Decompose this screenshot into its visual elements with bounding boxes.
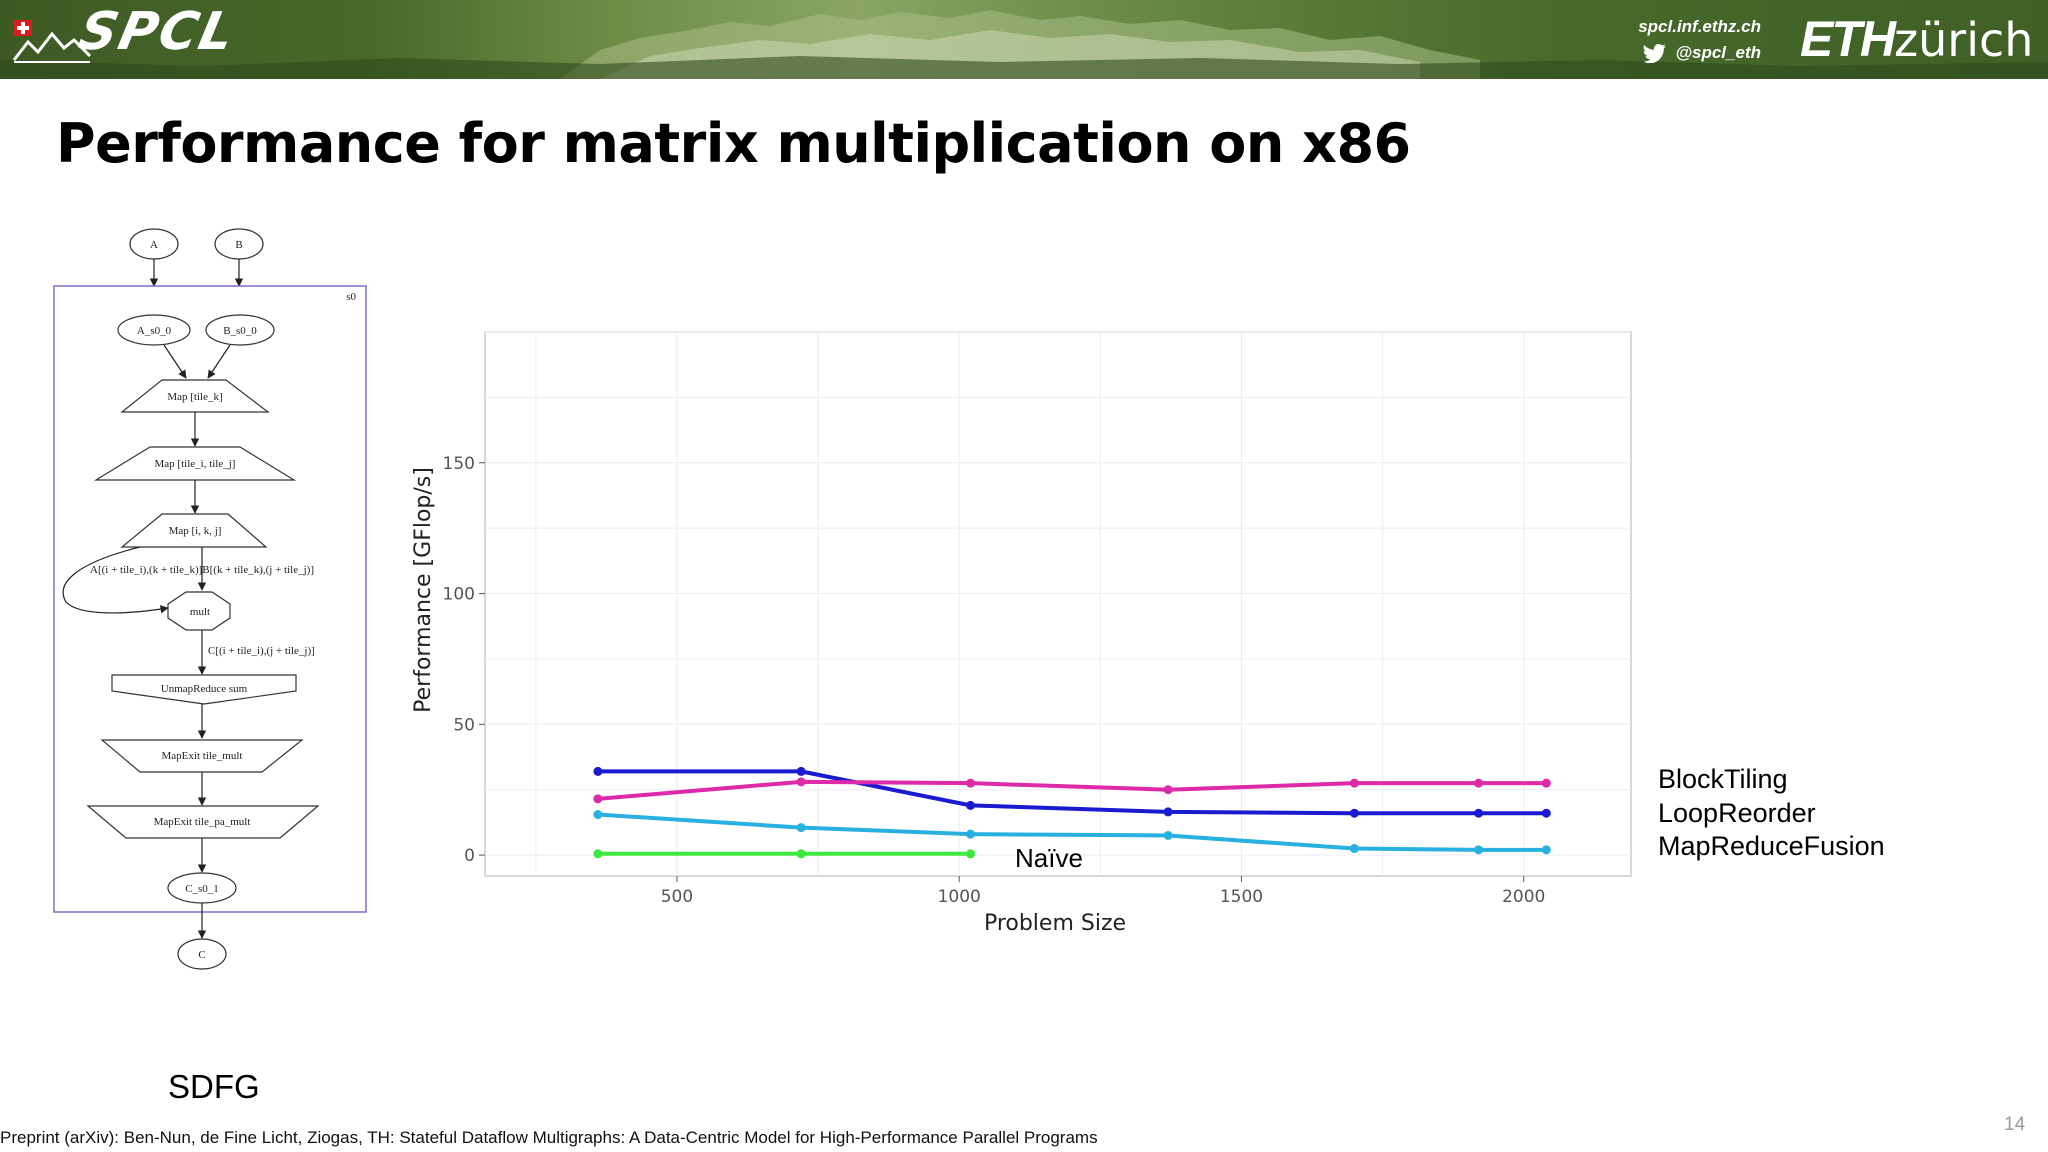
output-node-c — [177, 938, 227, 970]
naive-series-label: Naïve — [1015, 843, 1083, 873]
map-entry-ikj-label: Map [i, k, j] — [169, 525, 222, 537]
map-entry-ikj — [120, 513, 268, 548]
state-name: s0 — [346, 291, 356, 303]
input-node-b-label: B — [235, 239, 242, 251]
output-node-c-label: C — [198, 949, 205, 961]
access-node-b — [205, 314, 275, 346]
y-axis-label: Performance [GFlop/s] — [411, 467, 436, 713]
eth-zurich-logo: ETHzürich — [1800, 14, 2033, 64]
sdfg-caption: SDFG — [168, 1068, 260, 1105]
data-point-loopreorder — [1163, 785, 1173, 795]
input-node-a-label: A — [150, 239, 158, 251]
memlet-out-label: C[(i + tile_i),(j + tile_j)] — [208, 645, 315, 657]
y-tick-label: 150 — [443, 454, 475, 474]
map-exit-tile-pa-mult-label: MapExit tile_pa_mult — [154, 816, 251, 828]
map-entry-tile-ij — [93, 446, 297, 481]
access-node-b-label: B_s0_0 — [223, 325, 257, 337]
legend-loopreorder: LoopReorder — [1658, 798, 1816, 828]
axis-ticks: 500 1000 1500 2000 0 50 100 150 — [443, 454, 1546, 907]
footer-citation: Preprint (arXiv): Ben-Nun, de Fine Licht… — [0, 1128, 1098, 1147]
legend-blocktiling: BlockTiling — [1658, 764, 1788, 794]
data-point-blocktiling — [965, 800, 975, 810]
data-point-mapreducefusion — [593, 810, 603, 820]
page-number: 14 — [2004, 1114, 2026, 1135]
data-point-loopreorder — [1541, 778, 1551, 788]
sdfg-state-box — [53, 285, 367, 913]
data-point-nave — [965, 849, 975, 859]
x-tick-label: 1500 — [1220, 887, 1263, 907]
x-tick-label: 2000 — [1502, 887, 1545, 907]
access-node-a-label: A_s0_0 — [137, 325, 172, 337]
tasklet-mult — [167, 591, 231, 631]
eth-logo-bold: ETH — [1800, 11, 1896, 67]
map-exit-tile-mult — [100, 739, 304, 773]
header-banner: SPCL spcl.inf.ethz.ch @spcl_eth ETHzüric… — [0, 0, 2048, 79]
map-exit-unmapreduce-label: UnmapReduce sum — [161, 683, 248, 695]
spcl-logo-icon — [12, 20, 92, 63]
data-point-loopreorder — [796, 777, 806, 787]
data-point-nave — [796, 849, 806, 859]
y-tick-label: 0 — [464, 846, 475, 866]
map-exit-tile-mult-label: MapExit tile_mult — [162, 750, 243, 762]
map-exit-tile-pa-mult — [86, 805, 320, 839]
x-tick-label: 1000 — [938, 887, 981, 907]
data-point-mapreducefusion — [1474, 845, 1484, 855]
map-entry-tile-ij-label: Map [tile_i, tile_j] — [155, 458, 236, 470]
data-point-blocktiling — [1474, 808, 1484, 818]
sdfg-diagram: A B s0 A_s0_0 B_s0_0 Map [tile_k] Map [t… — [53, 228, 367, 970]
data-point-loopreorder — [1349, 778, 1359, 788]
y-tick-label: 100 — [443, 585, 475, 605]
tasklet-mult-label: mult — [190, 606, 210, 618]
data-point-nave — [593, 849, 603, 859]
data-point-mapreducefusion — [1541, 845, 1551, 855]
data-point-blocktiling — [1163, 807, 1173, 817]
y-tick-label: 50 — [453, 715, 475, 735]
data-point-mapreducefusion — [796, 823, 806, 833]
data-point-blocktiling — [1541, 808, 1551, 818]
performance-chart: 500 1000 1500 2000 0 50 100 150 Problem Size Pe… — [411, 331, 1632, 936]
data-point-blocktiling — [1349, 808, 1359, 818]
x-axis-label: Problem Size — [984, 911, 1126, 936]
data-point-mapreducefusion — [1163, 830, 1173, 840]
twitter-icon — [1643, 44, 1667, 63]
data-point-loopreorder — [1474, 778, 1484, 788]
access-node-a — [117, 314, 191, 346]
output-access-node-label: C_s0_1 — [185, 883, 219, 895]
slide-title: Performance for matrix multiplication on… — [56, 112, 1411, 175]
legend-mapreducefusion: MapReduceFusion — [1658, 831, 1885, 861]
data-point-blocktiling — [593, 766, 603, 776]
twitter-handle[interactable]: @spcl_eth — [1675, 43, 1761, 62]
data-point-mapreducefusion — [1349, 844, 1359, 854]
data-point-blocktiling — [796, 766, 806, 776]
data-point-loopreorder — [593, 794, 603, 804]
series-lines — [593, 766, 1551, 859]
spcl-logo-text: SPCL — [73, 2, 242, 62]
data-point-mapreducefusion — [965, 829, 975, 839]
website-link[interactable]: spcl.inf.ethz.ch — [1638, 17, 1761, 36]
x-tick-label: 500 — [661, 887, 693, 907]
eth-logo-light: zürich — [1894, 13, 2034, 67]
mountain-panorama — [0, 10, 2048, 79]
memlet-in-label: A[(i + tile_i),(k + tile_k)]B[(k + tile_… — [90, 564, 314, 576]
contact-info: spcl.inf.ethz.ch @spcl_eth — [1636, 14, 1761, 71]
data-point-loopreorder — [965, 778, 975, 788]
map-entry-tile-k — [120, 379, 270, 413]
map-entry-tile-k-label: Map [tile_k] — [167, 391, 222, 403]
map-exit-unmapreduce — [111, 674, 297, 705]
